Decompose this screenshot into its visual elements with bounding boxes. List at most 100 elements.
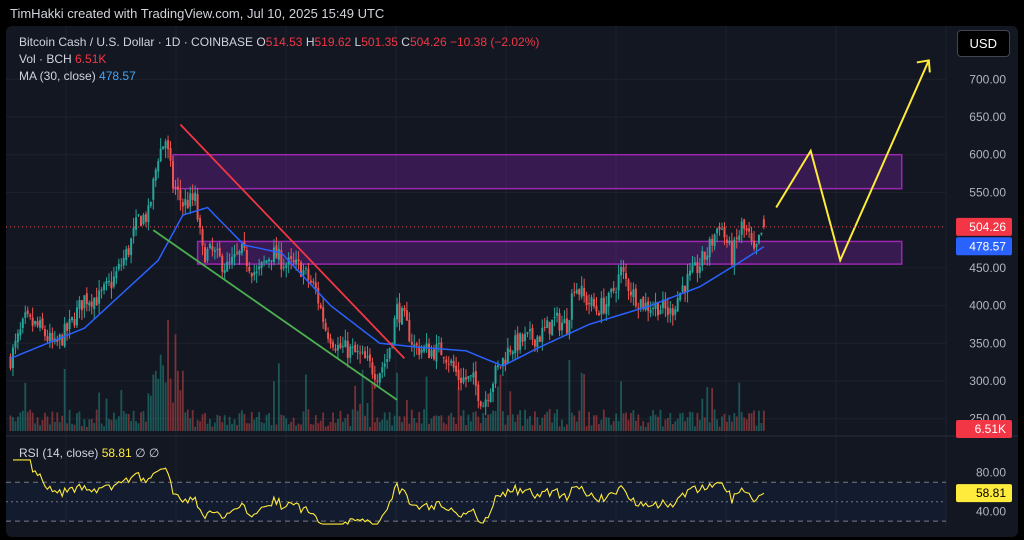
volume-bar <box>29 409 32 431</box>
symbol-label[interactable]: Bitcoin Cash / U.S. Dollar · 1D · COINBA… <box>19 35 254 49</box>
candle-body <box>255 271 258 273</box>
volume-bar <box>509 391 512 431</box>
candle-body <box>728 240 731 244</box>
volume-bar <box>401 422 403 431</box>
volume-bar <box>337 418 339 431</box>
candle-body <box>735 237 738 240</box>
volume-bar <box>169 378 172 431</box>
volume-bar <box>745 419 748 431</box>
open-value: 514.53 <box>265 35 303 49</box>
volume-bar <box>98 392 101 431</box>
volume-bar <box>231 423 233 431</box>
volume-bar <box>415 422 418 431</box>
volume-bar <box>529 415 531 431</box>
volume-bar <box>34 423 37 431</box>
rsi-legend[interactable]: RSI (14, close) 58.81 ∅ ∅ <box>19 446 159 460</box>
volume-bar <box>494 410 497 431</box>
volume-bar <box>706 387 709 431</box>
rsi-settings-icons[interactable]: ∅ ∅ <box>135 446 160 460</box>
candle-body <box>625 273 627 279</box>
legend-volume-row[interactable]: Vol · BCH 6.51K <box>19 51 539 68</box>
candle-body <box>666 307 669 316</box>
candle-body <box>602 297 605 314</box>
volume-bar <box>410 409 413 431</box>
candle-body <box>450 360 453 363</box>
candle-body <box>83 295 86 309</box>
candle-body <box>58 334 61 341</box>
chart-panel[interactable]: 700.00 650.00 600.00 550.00 450.00 400.00 350.… <box>6 26 1018 537</box>
volume-bar <box>536 417 539 431</box>
candle-body <box>543 326 546 328</box>
candle-body <box>570 293 573 320</box>
volume-value: 6.51K <box>75 52 107 66</box>
volume-bar <box>339 410 342 431</box>
candle-body <box>319 305 322 308</box>
candle-body <box>620 266 623 276</box>
volume-bar <box>612 421 615 431</box>
volume-bar <box>280 414 283 431</box>
legend-ma-row[interactable]: MA (30, close) 478.57 <box>19 68 539 85</box>
volume-bar <box>455 423 458 431</box>
volume-bar <box>186 409 189 431</box>
price-chart[interactable]: 700.00 650.00 600.00 550.00 450.00 400.00 350.… <box>6 26 1018 537</box>
volume-bar <box>644 426 647 431</box>
volume-bar <box>268 413 270 431</box>
candle-body <box>711 238 714 246</box>
candle-body <box>553 316 556 318</box>
volume-bar <box>149 395 152 431</box>
volume-bar <box>504 424 507 431</box>
candle-body <box>130 238 133 256</box>
candle-body <box>373 374 376 380</box>
volume-bar <box>526 418 529 431</box>
candle-body <box>368 354 371 362</box>
candle-body <box>745 228 748 231</box>
candle-body <box>501 357 504 367</box>
volume-bar <box>58 422 61 431</box>
volume-bar <box>467 414 470 431</box>
credit-text: TimHakki created with TradingView.com, J… <box>10 6 385 21</box>
volume-bar <box>413 418 416 431</box>
rsi-axis-tick: 80.00 <box>976 466 1006 480</box>
candle-body <box>669 308 672 314</box>
volume-bar <box>356 410 359 431</box>
candle-body <box>474 370 477 386</box>
legend-ohlc-row[interactable]: Bitcoin Cash / U.S. Dollar · 1D · COINBA… <box>19 34 539 51</box>
volume-bar <box>639 425 642 431</box>
volume-bar <box>568 359 571 431</box>
volume-bar <box>24 382 27 431</box>
volume-bar <box>477 416 480 431</box>
volume-bar <box>9 415 12 431</box>
candle-body <box>674 309 677 315</box>
volume-bar <box>499 374 502 431</box>
candle-body <box>605 304 608 314</box>
candle-body <box>268 259 271 262</box>
close-label: C <box>401 35 410 49</box>
volume-bar <box>435 415 438 431</box>
volume-bar <box>142 411 145 431</box>
candle-body <box>314 282 317 289</box>
candle-body <box>649 310 652 313</box>
candle-body <box>16 333 19 342</box>
rsi-value-tag-bg <box>956 484 1012 503</box>
candle-body <box>139 216 142 227</box>
volume-bar <box>213 422 216 431</box>
volume-bar <box>312 424 315 431</box>
volume-bar <box>78 411 81 431</box>
volume-bar <box>743 417 746 431</box>
currency-button[interactable]: USD <box>956 30 1010 57</box>
volume-bar <box>14 421 17 431</box>
volume-bar <box>679 413 682 431</box>
volume-bar <box>691 412 694 431</box>
candle-body <box>211 246 214 251</box>
candle-body <box>159 148 162 162</box>
volume-bar <box>36 417 39 431</box>
volume-bar <box>573 415 576 431</box>
candle-body <box>652 308 655 310</box>
candle-body <box>430 350 433 357</box>
volume-bar <box>378 421 381 431</box>
candle-body <box>708 239 711 258</box>
price-axis-tick: 550.00 <box>969 185 1006 199</box>
candle-body <box>467 375 470 379</box>
volume-bar <box>398 416 401 431</box>
volume-bar <box>327 425 329 431</box>
